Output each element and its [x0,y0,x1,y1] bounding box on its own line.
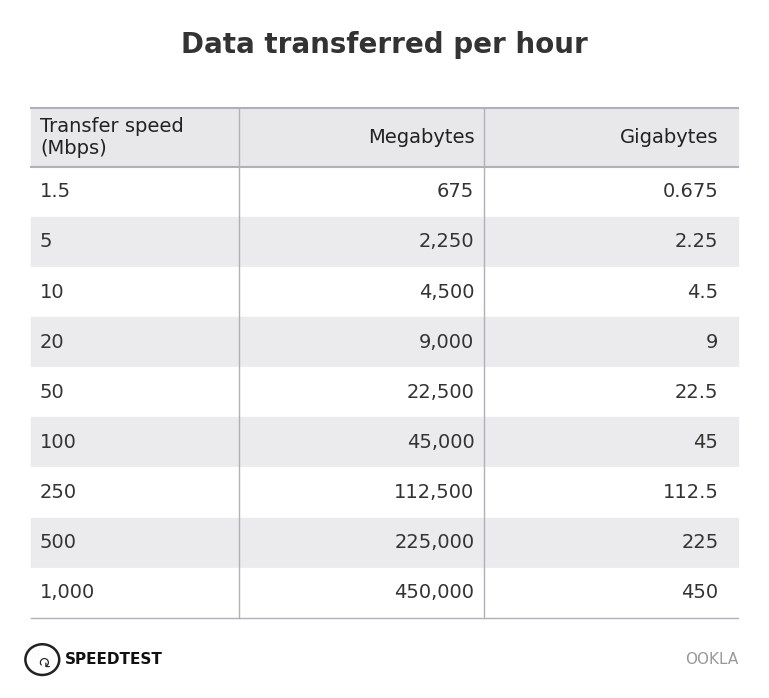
Text: 1,000: 1,000 [40,583,95,602]
Bar [31,367,738,417]
Text: 4.5: 4.5 [687,283,718,302]
Text: 100: 100 [40,433,77,452]
Bar [31,567,738,618]
Text: 22.5: 22.5 [675,383,718,402]
Text: 45: 45 [694,433,718,452]
Text: 225,000: 225,000 [394,533,474,552]
Text: 112.5: 112.5 [663,483,718,502]
Text: 4,500: 4,500 [419,283,474,302]
Bar [31,517,738,567]
Text: 500: 500 [40,533,77,552]
Text: 9,000: 9,000 [419,333,474,352]
Bar [31,417,738,468]
Text: SPEEDTEST: SPEEDTEST [65,652,163,667]
Bar [31,317,738,367]
Text: 45,000: 45,000 [407,433,474,452]
Bar [31,167,738,217]
Text: ↻: ↻ [36,652,48,667]
Bar [31,468,738,517]
Bar [31,108,738,167]
Text: 2.25: 2.25 [675,232,718,251]
Text: Gigabytes: Gigabytes [620,128,718,147]
Bar [31,217,738,267]
Text: 225: 225 [681,533,718,552]
Text: 9: 9 [706,333,718,352]
Bar [31,267,738,317]
Text: Megabytes: Megabytes [368,128,474,147]
Text: Data transferred per hour: Data transferred per hour [181,31,588,59]
Text: 112,500: 112,500 [394,483,474,502]
Text: 2,250: 2,250 [418,232,474,251]
Text: 5: 5 [40,232,52,251]
Text: 20: 20 [40,333,65,352]
Text: 675: 675 [437,182,474,201]
Text: 250: 250 [40,483,77,502]
Text: 22,500: 22,500 [407,383,474,402]
Text: OOKLA: OOKLA [685,652,738,667]
Text: 450: 450 [681,583,718,602]
Text: 1.5: 1.5 [40,182,71,201]
Text: Transfer speed
(Mbps): Transfer speed (Mbps) [40,117,184,158]
Text: 10: 10 [40,283,65,302]
Text: 0.675: 0.675 [663,182,718,201]
Text: 450,000: 450,000 [394,583,474,602]
Text: 50: 50 [40,383,65,402]
